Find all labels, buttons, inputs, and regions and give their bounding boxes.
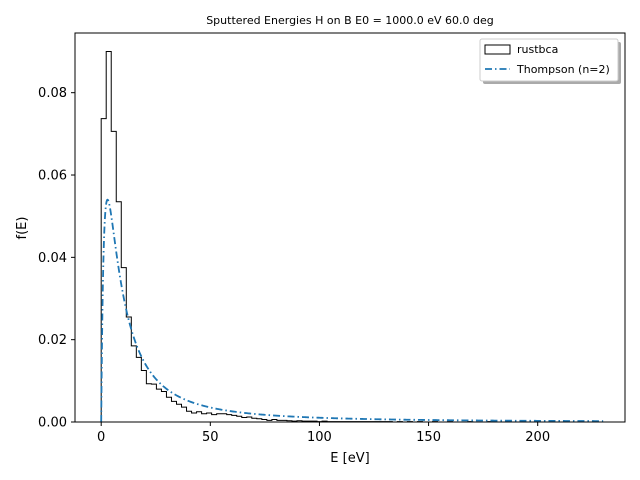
x-tick-label: 50 xyxy=(202,430,219,445)
x-axis-ticks: 0 50 100 150 200 xyxy=(97,422,550,445)
x-tick-label: 150 xyxy=(416,430,441,445)
y-tick-label: 0.06 xyxy=(38,169,67,184)
y-tick-label: 0.04 xyxy=(38,251,67,266)
legend-swatch-rustbca xyxy=(484,44,511,55)
y-tick-label: 0.02 xyxy=(38,333,67,348)
x-tick-label: 100 xyxy=(307,430,332,445)
curve-thompson xyxy=(100,198,604,423)
axes-frame xyxy=(74,32,626,423)
x-tick-label: 0 xyxy=(97,430,105,445)
y-tick-label: 0.08 xyxy=(38,86,67,101)
y-axis-label: f(E) xyxy=(15,217,30,240)
x-tick-label: 200 xyxy=(525,430,550,445)
y-tick-label: 0.00 xyxy=(38,416,67,431)
legend-box xyxy=(479,38,619,82)
chart-title: Sputtered Energies H on B E0 = 1000.0 eV… xyxy=(206,14,494,27)
legend: rustbca Thompson (n=2) xyxy=(479,38,621,84)
x-axis-label: E [eV] xyxy=(330,451,369,466)
legend-label-rustbca: rustbca xyxy=(517,43,558,56)
legend-label-thompson: Thompson (n=2) xyxy=(516,63,610,76)
y-axis-ticks: 0.00 0.02 0.04 0.06 0.08 xyxy=(38,86,75,431)
